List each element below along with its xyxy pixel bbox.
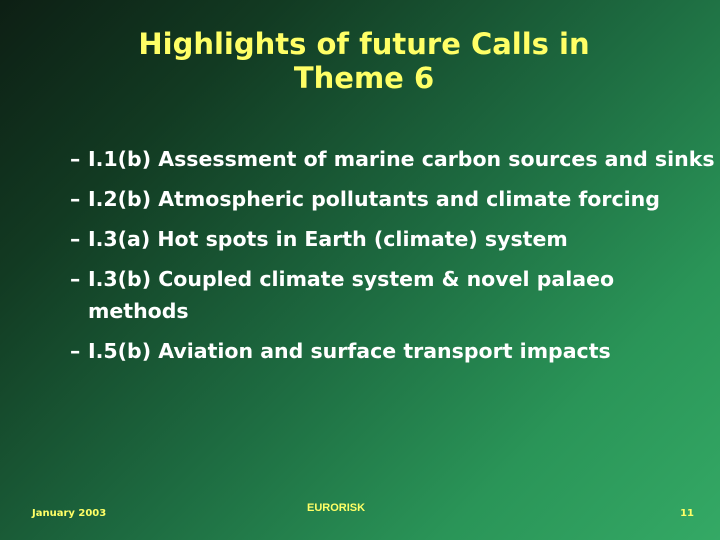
bullet-text: I.2(b) Atmospheric pollutants and climat… bbox=[88, 187, 660, 211]
bullet-dash: – bbox=[70, 227, 81, 251]
bullet-dash: – bbox=[70, 339, 81, 363]
bullet-item: – I.3(a) Hot spots in Earth (climate) sy… bbox=[70, 223, 715, 255]
bullet-dash: – bbox=[70, 187, 81, 211]
bullet-dash: – bbox=[70, 267, 81, 291]
slide-title: Highlights of future Calls in Theme 6 bbox=[0, 27, 720, 95]
footer-date: January 2003 bbox=[32, 508, 107, 519]
bullet-list: – I.1(b) Assessment of marine carbon sou… bbox=[70, 143, 715, 375]
footer-page-number: 11 bbox=[680, 508, 694, 519]
slide-title-line-1: Highlights of future Calls in bbox=[138, 27, 590, 61]
bullet-item: – I.3(b) Coupled climate system & novel … bbox=[70, 263, 715, 327]
bullet-text: I.1(b) Assessment of marine carbon sourc… bbox=[88, 147, 715, 171]
footer-organization: EURORISK bbox=[307, 502, 366, 514]
bullet-item: – I.5(b) Aviation and surface transport … bbox=[70, 335, 715, 367]
bullet-text: I.5(b) Aviation and surface transport im… bbox=[88, 339, 611, 363]
bullet-item: – I.1(b) Assessment of marine carbon sou… bbox=[70, 143, 715, 175]
bullet-item: – I.2(b) Atmospheric pollutants and clim… bbox=[70, 183, 715, 215]
slide-title-line-2: Theme 6 bbox=[293, 61, 435, 95]
bullet-text: I.3(a) Hot spots in Earth (climate) syst… bbox=[88, 227, 568, 251]
bullet-text: I.3(b) Coupled climate system & novel pa… bbox=[88, 267, 615, 323]
bullet-dash: – bbox=[70, 147, 81, 171]
